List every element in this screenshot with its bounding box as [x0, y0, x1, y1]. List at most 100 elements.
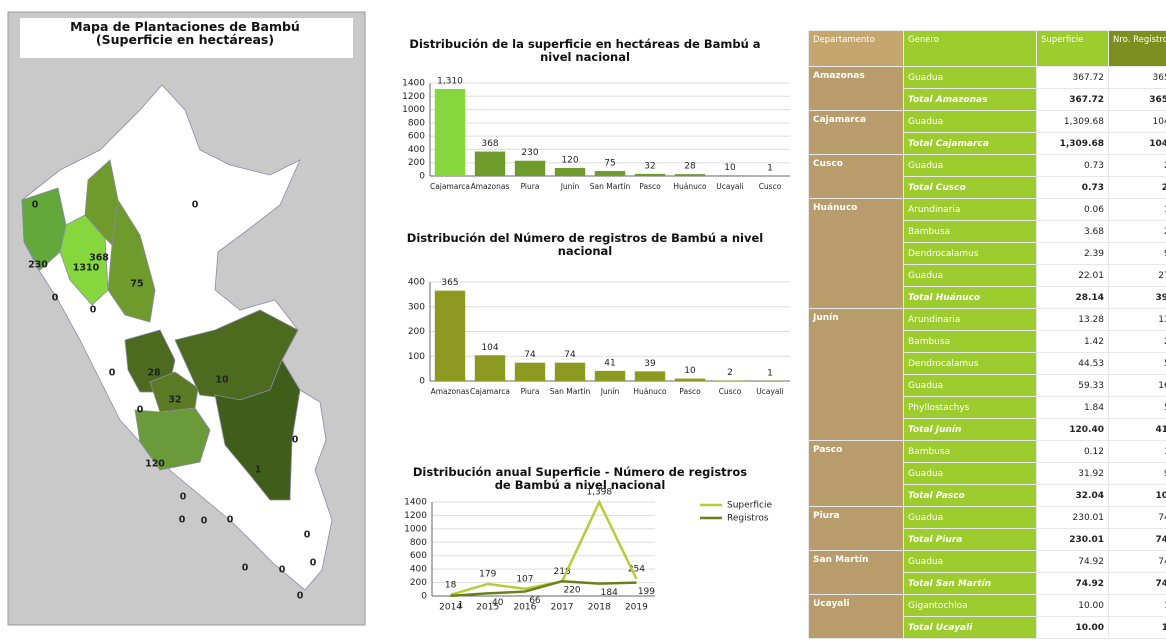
data-label: 254: [628, 564, 645, 574]
y-tick-label: 1000: [402, 105, 425, 115]
legend-label: Registros: [727, 514, 769, 524]
map-region-label: 0: [304, 530, 311, 541]
x-tick-label: Pasco: [639, 182, 661, 191]
genus-cell: Total Pasco: [903, 484, 1037, 507]
genus-cell: Bambusa: [903, 220, 1037, 243]
count-cell: 74.00: [1108, 550, 1166, 573]
area-cell: 1.42: [1036, 330, 1109, 353]
x-tick-label: 2018: [588, 603, 611, 613]
area-cell: 13.28: [1036, 308, 1109, 331]
y-tick-label: 0: [419, 172, 425, 182]
data-label: 179: [479, 569, 496, 579]
x-tick-label: 2015: [476, 603, 499, 613]
map-region-label: 0: [297, 591, 304, 602]
map-title: Mapa de Plantaciones de Bambú (Superfici…: [70, 20, 300, 47]
map-region-label: 0: [279, 565, 286, 576]
count-cell: 1.00: [1108, 440, 1166, 463]
data-label: 39: [644, 359, 656, 369]
y-tick-label: 200: [408, 327, 425, 337]
data-label: 10: [724, 163, 736, 173]
table-wrap: Departamento Genero Superficie Nro. Registr…: [808, 30, 1166, 643]
area-cell: 1,309.68: [1036, 110, 1109, 133]
count-cell: 74.00: [1108, 506, 1166, 529]
map-region-label: 0: [180, 492, 187, 503]
count-cell: 104.00: [1108, 132, 1166, 155]
area-cell: 74.92: [1036, 550, 1109, 573]
genus-cell: Total Junín: [903, 418, 1037, 441]
genus-cell: Bambusa: [903, 330, 1037, 353]
count-cell: 74.00: [1108, 528, 1166, 551]
chart-title: Distribución anual Superficie - Número d…: [412, 466, 748, 492]
area-cell: 59.33: [1036, 374, 1109, 397]
area-cell: 3.68: [1036, 220, 1109, 243]
y-tick-label: 400: [410, 565, 427, 575]
data-label: 199: [638, 587, 655, 597]
map-region-label: 0: [310, 558, 317, 569]
count-cell: 10.00: [1108, 484, 1166, 507]
data-label: 32: [644, 161, 655, 171]
bar: [434, 290, 466, 381]
y-tick-label: 1200: [402, 92, 425, 102]
count-cell: 1.00: [1108, 616, 1166, 639]
map-region-label: 32: [168, 395, 181, 406]
count-cell: 9.00: [1108, 242, 1166, 265]
data-label: 18: [445, 580, 457, 590]
data-table: Departamento Genero Superficie Nro. Registr…: [808, 30, 1166, 639]
data-label: 41: [604, 358, 615, 368]
department-cell: Pasco: [808, 440, 904, 507]
genus-cell: Total San Martín: [903, 572, 1037, 595]
header-row: Departamento Genero Superficie Nro. Registr…: [808, 30, 1166, 67]
department-cell: San Martín: [808, 550, 904, 595]
chart-title: Distribución de la superficie en hectáre…: [409, 38, 761, 64]
y-tick-label: 0: [421, 592, 427, 602]
map-region-label: 0: [52, 293, 59, 304]
y-tick-label: 1400: [404, 498, 427, 508]
area-cell: 1,309.68: [1036, 132, 1109, 155]
bar: [594, 370, 626, 381]
area-cell: 230.01: [1036, 528, 1109, 551]
map-region-label: 1: [255, 465, 262, 476]
map-region-label: 0: [90, 305, 97, 316]
y-tick-label: 600: [408, 132, 425, 142]
x-tick-label: Cusco: [759, 182, 782, 191]
data-label: 120: [561, 156, 578, 166]
area-cell: 31.92: [1036, 462, 1109, 485]
map-region-label: 230: [28, 260, 48, 271]
area-cell: 120.40: [1036, 418, 1109, 441]
y-tick-label: 200: [408, 158, 425, 168]
map-region-label: 0: [109, 368, 116, 379]
genus-cell: Arundinaria: [903, 308, 1037, 331]
genus-cell: Total Cajamarca: [903, 132, 1037, 155]
genus-cell: Gigantochloa: [903, 594, 1037, 617]
department-cell: Piura: [808, 506, 904, 551]
map-region-label: 0: [242, 563, 249, 574]
genus-cell: Guadua: [903, 154, 1037, 177]
map-region-label: 28: [147, 368, 161, 379]
data-label: 104: [481, 343, 498, 353]
map-title-fo: Mapa de Plantaciones de Bambú (Superfici…: [70, 20, 300, 47]
data-label: 230: [521, 148, 538, 158]
bar: [434, 88, 466, 176]
x-tick-label: Cusco: [719, 387, 742, 396]
x-tick-label: Piura: [521, 182, 540, 191]
legend-label: Superficie: [727, 501, 772, 511]
area-cell: 44.53: [1036, 352, 1109, 375]
data-label: 368: [481, 139, 498, 149]
count-cell: 104.00: [1108, 110, 1166, 133]
series-line: [450, 579, 637, 598]
count-cell: 41.00: [1108, 418, 1166, 441]
genus-cell: Guadua: [903, 506, 1037, 529]
series-line: [450, 499, 638, 596]
x-tick-label: Amazonas: [431, 387, 470, 396]
x-tick-label: Huánuco: [633, 387, 667, 396]
map-region-label: 1310: [73, 263, 100, 274]
count-cell: 365.00: [1108, 66, 1166, 89]
x-tick-label: Ucayali: [716, 182, 743, 191]
